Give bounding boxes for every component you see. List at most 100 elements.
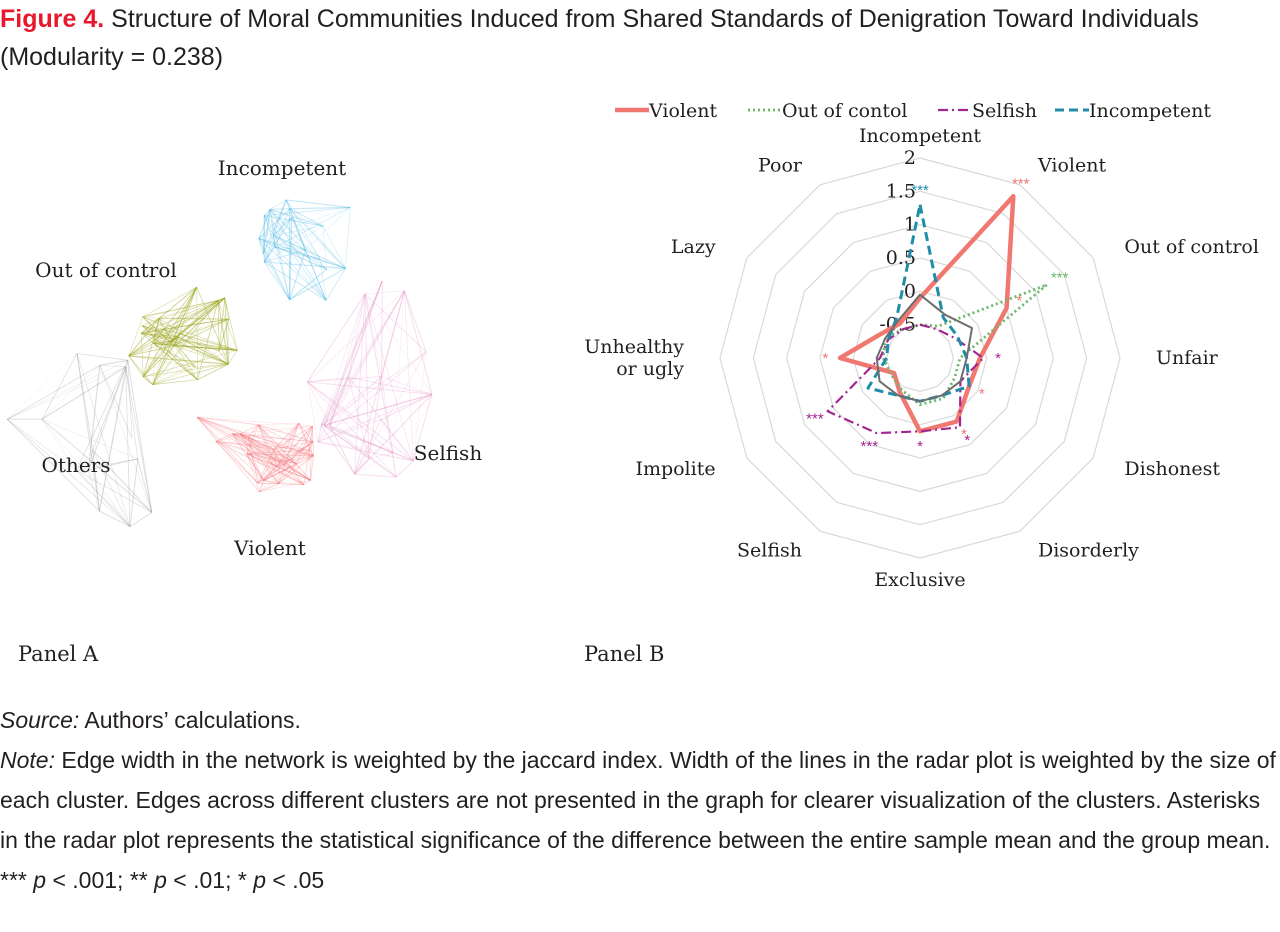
network-edge bbox=[92, 449, 153, 513]
network-edge bbox=[128, 355, 196, 368]
network-edge bbox=[278, 425, 313, 484]
network-edge bbox=[364, 280, 383, 295]
network-edge bbox=[309, 449, 314, 457]
network-edge bbox=[246, 449, 275, 454]
legend-entry: Violent bbox=[648, 100, 717, 122]
network-edge bbox=[247, 436, 259, 484]
network-edge bbox=[246, 453, 265, 481]
network-edge bbox=[141, 333, 154, 344]
cluster-label: Violent bbox=[233, 536, 306, 560]
network-edge bbox=[279, 461, 304, 485]
network-edge bbox=[258, 424, 311, 481]
network-edge bbox=[76, 450, 93, 471]
network-edge bbox=[197, 416, 241, 435]
axis-label: Dishonest bbox=[1124, 458, 1220, 480]
network-edge bbox=[171, 336, 179, 342]
network-edge bbox=[317, 280, 383, 442]
note-label: Note: bbox=[0, 747, 55, 773]
network-edge bbox=[163, 318, 229, 330]
network-edge bbox=[264, 209, 271, 263]
network-edge bbox=[87, 365, 101, 471]
network-edge bbox=[276, 423, 299, 467]
network-edge bbox=[263, 209, 271, 216]
radar-gridline bbox=[752, 190, 1088, 526]
network-edge bbox=[326, 268, 346, 270]
network-edge bbox=[41, 418, 153, 513]
radar-series-overall bbox=[875, 293, 973, 403]
network-edge bbox=[217, 300, 229, 365]
network-edge bbox=[153, 318, 229, 344]
radar-grid bbox=[719, 157, 1121, 559]
network-edge bbox=[153, 342, 167, 346]
network-edge bbox=[317, 441, 414, 462]
network-edge bbox=[7, 366, 126, 420]
network-edge bbox=[396, 394, 433, 478]
network-edge bbox=[307, 376, 349, 383]
network-edge bbox=[264, 261, 327, 301]
network-edge bbox=[128, 355, 144, 377]
network-edge bbox=[197, 417, 313, 427]
network-edge bbox=[269, 209, 276, 248]
network-edge bbox=[153, 318, 160, 344]
network-edge bbox=[246, 453, 305, 486]
network-edge bbox=[76, 353, 131, 527]
network-edge bbox=[289, 208, 324, 227]
significance-stars: *** bbox=[1012, 176, 1030, 193]
network-edge bbox=[195, 363, 229, 368]
network-edge bbox=[289, 267, 346, 301]
network-edge bbox=[307, 381, 397, 478]
radial-tick-label: 0 bbox=[904, 280, 916, 302]
network-edge bbox=[141, 325, 220, 352]
network-edge bbox=[143, 297, 225, 377]
network-edge bbox=[354, 452, 394, 475]
network-edge bbox=[99, 510, 131, 527]
network-edge bbox=[270, 208, 324, 227]
network-edge bbox=[258, 209, 271, 239]
network-edge bbox=[248, 436, 275, 450]
network-edge bbox=[273, 234, 327, 270]
network-edge bbox=[364, 293, 397, 478]
network-edge bbox=[171, 300, 219, 342]
network-edge bbox=[264, 215, 276, 248]
figure-notes: Source: Authors’ calculations. Note: Edg… bbox=[0, 700, 1280, 900]
network-edge bbox=[92, 450, 100, 512]
network-edge bbox=[258, 238, 306, 251]
network-edge bbox=[41, 366, 127, 420]
network-edge bbox=[141, 297, 225, 334]
network-edge bbox=[196, 417, 264, 481]
network-edge bbox=[257, 482, 304, 485]
network-edge bbox=[152, 286, 198, 385]
network-edge bbox=[309, 449, 311, 481]
network-edge bbox=[174, 345, 229, 365]
network-edge bbox=[232, 433, 275, 450]
network-edge bbox=[286, 199, 346, 269]
network-edge bbox=[263, 463, 297, 481]
network-edge bbox=[152, 319, 229, 385]
network-edge bbox=[348, 293, 366, 378]
network-edge bbox=[246, 453, 277, 468]
network-edge bbox=[306, 293, 366, 383]
significance-stars: * bbox=[961, 426, 967, 443]
network-edge bbox=[259, 480, 311, 493]
network-edge bbox=[257, 455, 314, 484]
network-edge bbox=[279, 455, 314, 463]
network-edge bbox=[246, 424, 259, 454]
cluster-label: Incompetent bbox=[218, 156, 346, 180]
network-edge bbox=[264, 225, 324, 263]
network-edge bbox=[171, 340, 198, 380]
network-edge bbox=[141, 325, 175, 346]
network-edge bbox=[153, 342, 198, 381]
network-edge bbox=[291, 217, 346, 269]
network-edge bbox=[258, 208, 291, 239]
network-edge bbox=[142, 286, 198, 377]
network-edge bbox=[152, 350, 220, 385]
network-edge bbox=[240, 433, 297, 465]
significance-stars: *** bbox=[911, 182, 929, 199]
network-edge bbox=[240, 433, 275, 450]
network-edge bbox=[125, 366, 131, 527]
network-edge bbox=[403, 290, 433, 395]
axis-label: Exclusive bbox=[874, 569, 965, 591]
network-edge bbox=[224, 297, 238, 351]
network-edge bbox=[7, 419, 77, 471]
figure-title-text: Structure of Moral Communities Induced f… bbox=[0, 5, 1199, 71]
